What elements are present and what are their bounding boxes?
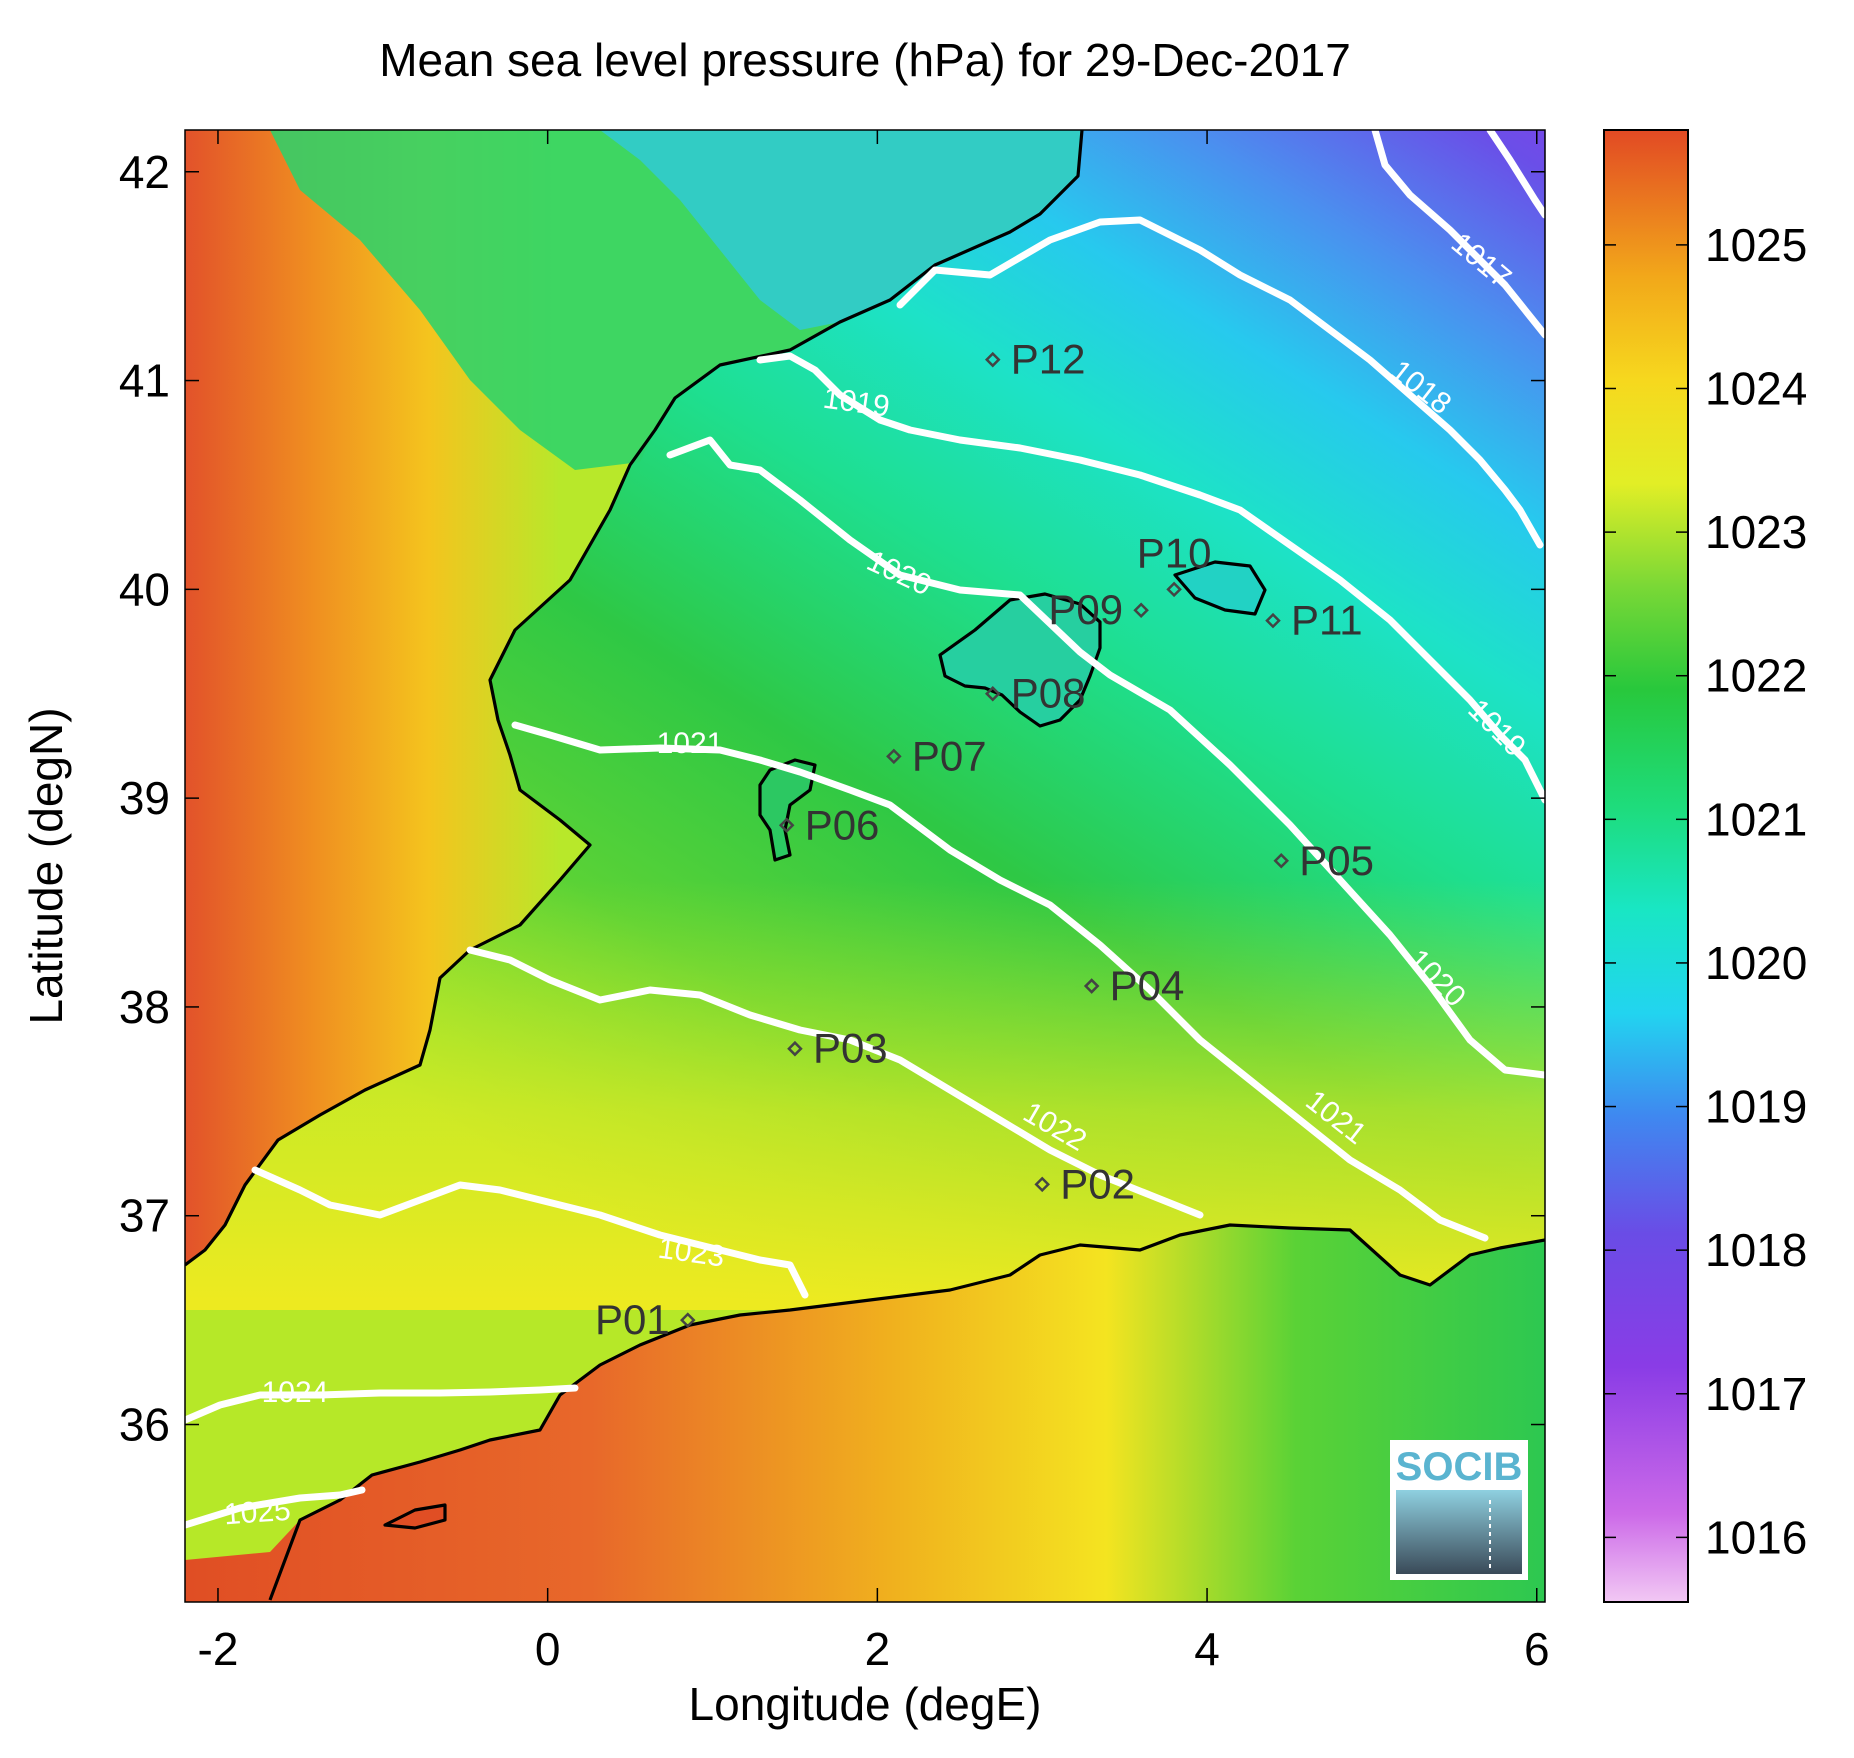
y-tick-label: 38 <box>119 981 170 1033</box>
isobar-1023 <box>251 1166 809 1299</box>
station-marker-p01 <box>680 1312 696 1328</box>
y-tick-label: 42 <box>119 146 170 198</box>
y-tick-label: 41 <box>119 355 170 407</box>
socib-logo-gradient <box>1396 1490 1522 1574</box>
colorbar-tick-label: 1024 <box>1705 362 1807 414</box>
isobar-1017b <box>1371 130 1545 339</box>
coastline-alboran <box>383 1503 447 1530</box>
station-label-p02: P02 <box>1060 1160 1135 1207</box>
station-marker-p10 <box>1166 581 1182 598</box>
station-label-p08: P08 <box>1011 670 1086 717</box>
coastline-menorca <box>1173 560 1267 616</box>
y-tick-label: 39 <box>119 772 170 824</box>
land-pyrenees <box>600 130 1082 330</box>
x-tick-label: 0 <box>535 1623 561 1675</box>
x-tick-label: -2 <box>198 1623 239 1675</box>
y-tick-label: 36 <box>119 1399 170 1451</box>
x-tick-label: 4 <box>1194 1623 1220 1675</box>
station-label-p04: P04 <box>1110 962 1185 1009</box>
colorbar: 1016 1017 1018 1019 1020 1021 1022 1023 1024 1025 <box>1603 129 1807 1603</box>
station-marker-p03 <box>787 1040 803 1057</box>
station-label-p09: P09 <box>1048 586 1123 633</box>
colorbar-tick-label: 1016 <box>1705 1511 1807 1563</box>
y-axis-label: Latitude (degN) <box>20 707 72 1024</box>
island-alboran <box>385 1505 445 1528</box>
coastline-iberia <box>185 130 1084 1267</box>
y-tick-label: 40 <box>119 563 170 615</box>
map-plot-area: 1017 1018 1019 1019 1020 1020 1021 1021 … <box>185 130 1545 1602</box>
station-label-p03: P03 <box>813 1025 888 1072</box>
x-tick-label: 6 <box>1524 1623 1550 1675</box>
station-label-p01: P01 <box>595 1296 670 1343</box>
colorbar-tick-label: 1017 <box>1705 1368 1807 1420</box>
colorbar-tick-label: 1020 <box>1705 937 1807 989</box>
station-marker-p05 <box>1273 853 1290 869</box>
colorbar-tick-label: 1022 <box>1705 650 1807 702</box>
station-label-p11: P11 <box>1291 597 1363 644</box>
isobar-1021 <box>511 721 1489 1242</box>
colorbar-ticks: 1016 1017 1018 1019 1020 1021 1022 1023 1024 1025 <box>1604 219 1807 1563</box>
isobar-1017 <box>1486 130 1545 219</box>
colorbar-tick-label: 1025 <box>1705 219 1807 271</box>
station-label-p07: P07 <box>912 732 987 779</box>
isobar-label-1021a: 1021 <box>657 727 724 760</box>
isobar-label-1025: 1025 <box>223 1494 292 1532</box>
colorbar-tick-label: 1019 <box>1705 1081 1807 1133</box>
colorbar-tick-label: 1023 <box>1705 506 1807 558</box>
colorbar-tick-label: 1021 <box>1705 793 1807 845</box>
station-marker-p02 <box>1034 1176 1050 1193</box>
isobar-1024 <box>185 1384 579 1424</box>
land-africa <box>185 1225 1545 1602</box>
socib-logo-text: SOCIB <box>1396 1445 1523 1489</box>
isobar-label-1024: 1024 <box>262 1376 329 1409</box>
station-marker-p11 <box>1265 612 1281 629</box>
y-tick-label: 37 <box>119 1190 170 1242</box>
island-menorca <box>1175 562 1265 614</box>
colorbar-tick-label: 1018 <box>1705 1224 1807 1276</box>
coastline-mallorca <box>938 592 1102 728</box>
station-label-p06: P06 <box>805 801 880 848</box>
colorbar-gradient <box>1603 129 1689 1603</box>
socib-logo: SOCIB <box>1390 1440 1528 1580</box>
station-marker-p08 <box>984 685 1001 702</box>
station-marker-p07 <box>886 748 902 765</box>
isobars <box>185 130 1545 1529</box>
isobar-1018 <box>896 216 1544 549</box>
land-iberia <box>185 130 1082 1265</box>
station-marker-p04 <box>1083 978 1100 994</box>
station-label-p10: P10 <box>1137 529 1212 576</box>
station-marker-p12 <box>984 351 1001 368</box>
coastline-ibiza <box>758 758 817 862</box>
x-axis-label: Longitude (degE) <box>689 1678 1042 1730</box>
station-label-p12: P12 <box>1011 336 1086 383</box>
x-tick-label: 2 <box>865 1623 891 1675</box>
coastlines <box>185 130 1545 1601</box>
isobar-1022 <box>466 946 1204 1219</box>
station-marker-p09 <box>1133 602 1149 618</box>
stations: P01 P02 P03 P04 P05 P06 P07 P08 P09 P10 P11 P12 <box>595 336 1374 1343</box>
coastline-africa <box>268 1223 1545 1601</box>
plot-frame <box>184 129 1546 1603</box>
isobar-1019 <box>756 352 1545 804</box>
y-axis: 36 37 38 39 40 41 42 <box>119 146 1545 1451</box>
station-label-p05: P05 <box>1299 837 1374 884</box>
isobar-1025 <box>185 1486 366 1529</box>
isobar-1020 <box>666 436 1545 1079</box>
station-marker-p06 <box>778 817 795 834</box>
chart-title: Mean sea level pressure (hPa) for 29-Dec… <box>379 34 1351 86</box>
x-axis: -2 0 2 4 6 <box>198 130 1550 1675</box>
